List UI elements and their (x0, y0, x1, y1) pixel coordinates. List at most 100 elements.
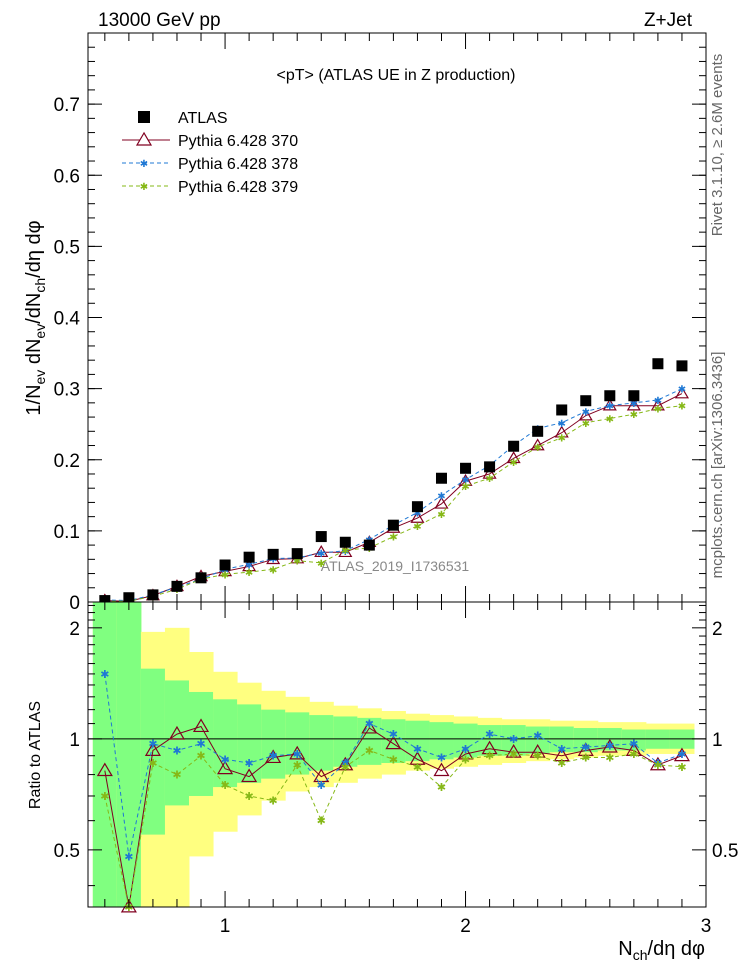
ratio-y-tick-label-right: 2 (712, 619, 723, 640)
mc-point-star: ✱ (461, 482, 469, 493)
ratio-y-tick-label: 0.5 (54, 841, 80, 862)
legend-label: ATLAS (178, 110, 228, 127)
uncertainty-bands (92, 602, 695, 907)
ratio-point-star: ✱ (653, 760, 662, 772)
ratio-point-triangle (409, 751, 426, 765)
main-plot: <pT> (ATLAS UE in Z production) ATLAS_20… (23, 32, 707, 614)
inner-uncertainty-band (357, 717, 382, 765)
inner-uncertainty-band (621, 729, 647, 751)
mc-point-star: ✱ (269, 555, 277, 566)
data-point (411, 501, 423, 513)
data-point (387, 519, 399, 531)
ratio-point-star: ✱ (533, 731, 542, 743)
mc-point-triangle (650, 398, 665, 411)
mc-point-star: ✱ (558, 434, 566, 445)
mc-point-star: ✱ (678, 402, 686, 413)
main-y-tick-label: 0.2 (54, 451, 80, 472)
ratio-point-star: ✱ (148, 739, 157, 751)
ratio-series-1 (96, 718, 691, 913)
main-y-tick-label: 0.6 (54, 166, 80, 187)
mc-point-star: ✱ (606, 402, 614, 413)
ratio-point-triangle (313, 768, 330, 783)
mc-point-triangle (506, 451, 521, 464)
ratio-point-star: ✱ (485, 729, 494, 741)
ratio-series-2: ✱✱✱✱✱✱ ✱✱ ✱✱✱✱✱✱✱✱✱ ✱ ✱✱ ✱ ✱ ✱✱✱ (100, 669, 686, 864)
main-y-tick-label: 0.1 (54, 522, 80, 543)
ratio-point-star: ✱ (437, 753, 446, 765)
main-y-tick-label: 0.4 (54, 309, 81, 330)
mc-point-star: ✱ (509, 458, 517, 469)
inner-uncertainty-band (164, 680, 190, 806)
legend-label: Pythia 6.428 379 (178, 179, 298, 196)
ratio-point-triangle (433, 762, 450, 777)
ratio-point-star: ✱ (413, 744, 422, 756)
mc-point-star: ✱ (269, 565, 277, 576)
mc-point-star: ✱ (558, 419, 566, 430)
data-point (339, 536, 351, 548)
ratio-point-star: ✱ (269, 796, 278, 808)
ratio-point-triangle (120, 898, 137, 913)
mc-point-star: ✱ (317, 559, 325, 570)
mc-point-triangle (434, 496, 449, 509)
ratio-point-star: ✱ (196, 751, 205, 763)
ratio-point-star: ✱ (389, 729, 398, 741)
ratio-series-line (104, 725, 683, 908)
legend: ATLAS Pythia 6.428 370 ✱ Pythia 6.428 378 ✱ P… (122, 110, 298, 196)
ratio-point-star: ✱ (629, 739, 638, 751)
ratio-point-star: ✱ (677, 762, 686, 774)
analysis-watermark: ATLAS_2019_I1736531 (321, 558, 470, 574)
ratio-series-line (104, 673, 683, 857)
ratio-point-star: ✱ (341, 762, 350, 774)
mc-point-star: ✱ (293, 554, 301, 565)
ratio-point-star: ✱ (605, 753, 614, 765)
ratio-point-star: ✱ (581, 742, 590, 754)
ratio-point-triangle (192, 718, 210, 733)
mc-point-triangle (578, 408, 593, 421)
ratio-plot: Ratio to ATLAS Nch/dη dφ ✱✱✱✱✱✱ ✱✱ ✱✱✱✱✱✱✱… (27, 601, 738, 963)
mc-point-star: ✱ (461, 476, 469, 487)
ratio-series-3: ✱✱✱✱✱✱✱ ✱✱✱✱✱✱✱✱✱ ✱ ✱ ✱✱ ✱ ✱ ✱✱ ✱ (100, 745, 686, 914)
ratio-point-triangle (289, 745, 306, 760)
inner-uncertainty-band (188, 691, 214, 796)
ratio-point-star: ✱ (653, 758, 662, 770)
ratio-point-star: ✱ (269, 751, 278, 763)
data-point (267, 548, 279, 560)
ratio-point-triangle (361, 719, 378, 734)
mc-point-triangle (458, 473, 473, 486)
header-energy-label: 13000 GeV pp (98, 10, 221, 31)
data-point (195, 572, 207, 584)
ratio-point-star: ✱ (317, 780, 326, 792)
x-tick-label: 3 (701, 916, 712, 937)
ratio-point-star: ✱ (245, 791, 254, 803)
mc-point-star: ✱ (245, 568, 253, 579)
main-y-tick-label: 0.7 (54, 95, 80, 116)
mc-point-star: ✱ (245, 560, 253, 571)
ratio-point-star: ✱ (317, 816, 326, 828)
ratio-point-triangle (168, 725, 186, 740)
mc-point-star: ✱ (413, 508, 421, 519)
mc-point-triangle (314, 545, 329, 558)
ratio-point-star: ✱ (293, 760, 302, 772)
mc-point-triangle (554, 425, 569, 438)
ratio-point-star: ✱ (437, 782, 446, 794)
mc-point-star: ✱ (582, 419, 590, 430)
mcplots-reference-label: mcplots.cern.ch [arXiv:1306.3436] (709, 352, 726, 579)
mc-point-triangle (242, 559, 257, 572)
ratio-point-star: ✱ (629, 749, 638, 761)
data-point (508, 440, 520, 452)
data-point (243, 551, 255, 563)
data-point (532, 425, 544, 437)
data-point (99, 595, 111, 607)
mc-series-1: ✱✱✱✱✱✱✱✱✱✱✱✱✱✱✱✱✱✱✱✱✱✱✱✱✱ (101, 385, 687, 608)
main-y-tick-label: 0.5 (54, 237, 80, 258)
mc-point-triangle (626, 398, 641, 411)
ratio-point-star: ✱ (413, 762, 422, 774)
ratio-point-star: ✱ (677, 749, 686, 761)
ratio-point-star: ✱ (124, 851, 133, 863)
mc-point-star: ✱ (582, 407, 590, 418)
main-y-tick-label: 0.3 (54, 380, 80, 401)
mc-point-star: ✱ (389, 533, 397, 544)
mc-point-star: ✱ (654, 405, 662, 416)
data-point (460, 462, 472, 474)
mc-point-triangle (410, 510, 425, 523)
